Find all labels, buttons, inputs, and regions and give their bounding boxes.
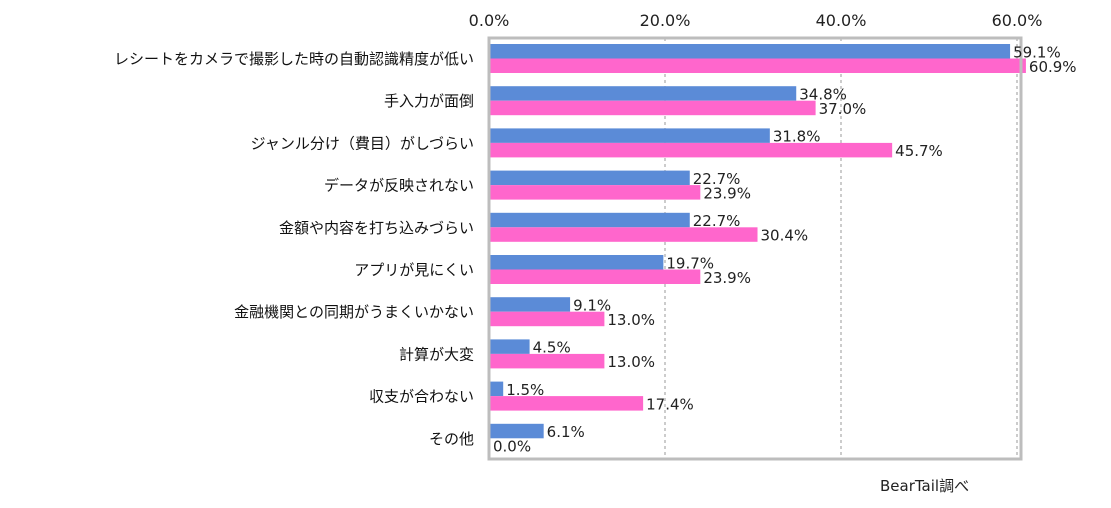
- bar-series-1: [490, 381, 504, 397]
- data-label: 60.9%: [1029, 58, 1077, 76]
- category-label: レシートをカメラで撮影した時の自動認識精度が低い: [114, 50, 474, 68]
- data-label: 17.4%: [646, 395, 694, 413]
- category-label: アプリが見にくい: [354, 261, 474, 279]
- data-label: 1.5%: [506, 381, 544, 399]
- category-label: 金額や内容を打ち込みづらい: [279, 219, 474, 237]
- bar-series-2: [490, 353, 605, 369]
- bar-series-1: [490, 44, 1011, 59]
- bar-series-1: [490, 339, 530, 354]
- data-label: 13.0%: [607, 353, 655, 371]
- source-note: BearTail調べ: [880, 477, 970, 495]
- bar-series-2: [490, 311, 605, 327]
- data-label: 34.8%: [799, 85, 847, 103]
- data-label: 31.8%: [773, 128, 821, 146]
- category-label: 手入力が面倒: [384, 92, 474, 110]
- bar-series-1: [490, 86, 797, 101]
- bar-series-2: [490, 185, 701, 200]
- data-label: 6.1%: [547, 423, 585, 441]
- x-tick-labels: 0.0%20.0%40.0%60.0%80.0%: [469, 11, 1043, 30]
- data-label: 23.9%: [703, 184, 751, 202]
- bars: [490, 44, 1026, 439]
- data-label: 22.7%: [693, 170, 741, 188]
- bar-series-1: [490, 170, 690, 186]
- data-label: 59.1%: [1013, 43, 1061, 61]
- data-label: 4.5%: [533, 339, 571, 357]
- bar-series-1: [490, 297, 571, 312]
- bar-series-1: [490, 128, 770, 143]
- category-label: 金融機関との同期がうまくいかない: [234, 303, 474, 321]
- bar-series-2: [490, 269, 701, 284]
- data-label: 13.0%: [607, 311, 655, 329]
- category-label: 収支が合わない: [369, 388, 474, 406]
- bar-series-2: [490, 227, 758, 242]
- bar-series-2: [490, 396, 644, 411]
- category-label: 計算が大変: [399, 345, 474, 363]
- data-label: 9.1%: [573, 296, 611, 314]
- data-label: 37.0%: [819, 100, 867, 118]
- category-label: その他: [429, 430, 474, 448]
- data-label: 0.0%: [493, 438, 531, 456]
- data-label: 30.4%: [761, 227, 809, 245]
- x-tick-label: 0.0%: [469, 11, 510, 30]
- category-label: データが反映されない: [324, 177, 474, 195]
- bar-series-2: [490, 58, 1026, 73]
- category-labels: レシートをカメラで撮影した時の自動認識精度が低い手入力が面倒ジャンル分け（費目）…: [114, 50, 474, 448]
- bar-series-2: [490, 100, 816, 116]
- x-tick-label: 60.0%: [992, 11, 1043, 30]
- data-label: 23.9%: [703, 269, 751, 287]
- bar-series-1: [490, 212, 690, 228]
- grid-lines: [664, 38, 1018, 459]
- data-label: 22.7%: [693, 212, 741, 230]
- bar-series-2: [490, 142, 893, 158]
- category-label: ジャンル分け（費目）がしづらい: [251, 134, 474, 152]
- x-tick-label: 20.0%: [640, 11, 691, 30]
- bar-series-1: [490, 255, 664, 270]
- x-tick-label: 40.0%: [816, 11, 867, 30]
- plot-frame: [487, 36, 1023, 461]
- data-label: 19.7%: [666, 254, 714, 272]
- data-label: 45.7%: [895, 142, 943, 160]
- bar-series-1: [490, 423, 544, 439]
- data-labels: 59.1% 34.8% 31.8% 22.7% 22.7% 19.7% 9.1% 4.5% 1.…: [493, 43, 1077, 455]
